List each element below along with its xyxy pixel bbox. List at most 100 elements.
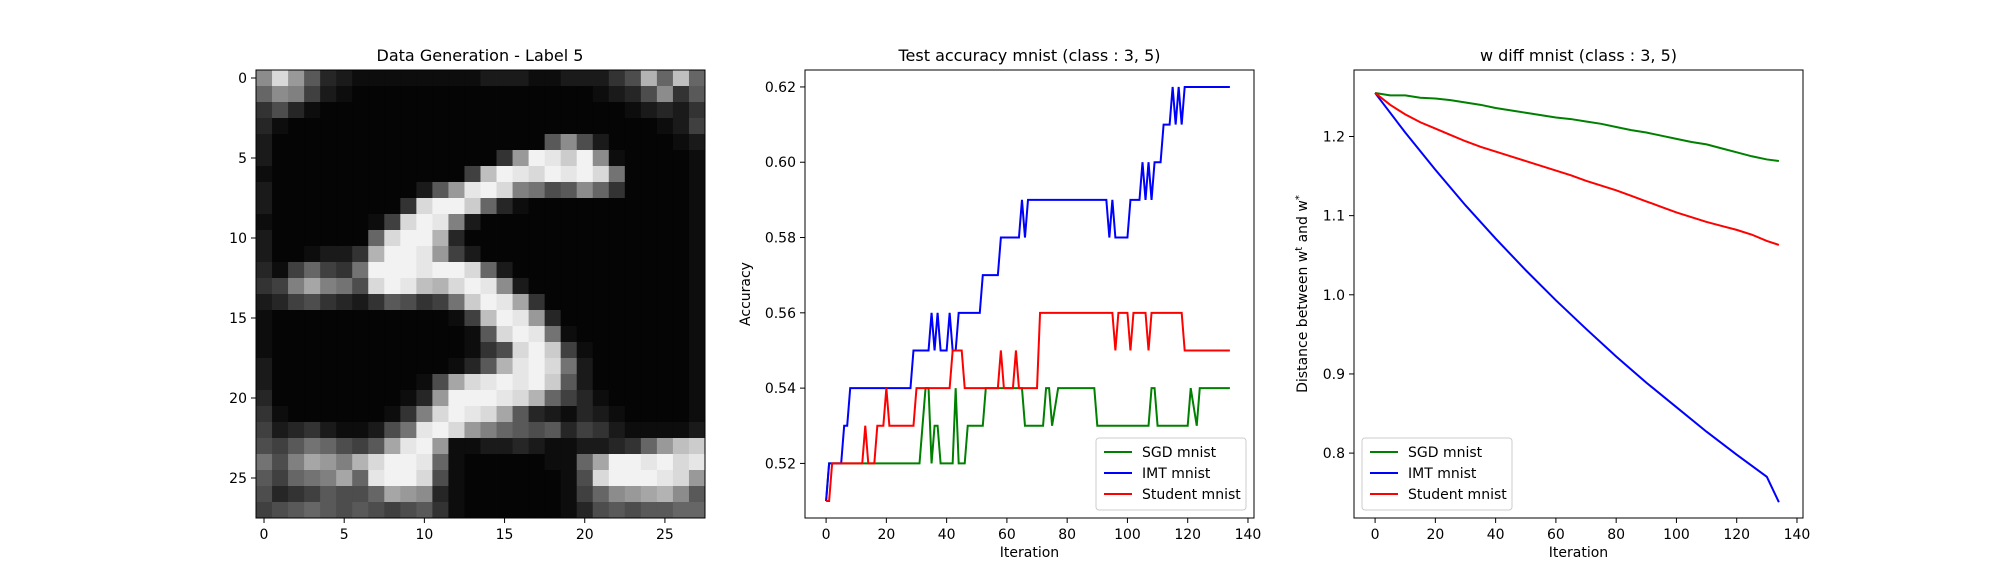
heatmap-cell bbox=[384, 134, 401, 151]
heatmap-cell bbox=[640, 278, 658, 295]
heatmap-cell bbox=[400, 374, 417, 391]
heatmap-cell bbox=[288, 502, 305, 519]
heatmap-cell bbox=[288, 342, 305, 359]
heatmap-cell bbox=[624, 390, 642, 407]
heatmap-cell bbox=[256, 342, 273, 359]
heatmap-cell bbox=[288, 70, 305, 87]
heatmap-cell bbox=[560, 310, 578, 327]
heatmap-cell bbox=[576, 358, 594, 375]
heatmap-cell bbox=[400, 454, 417, 471]
heatmap-cell bbox=[368, 406, 385, 423]
heatmap-cell bbox=[304, 390, 321, 407]
heatmap-cell bbox=[640, 422, 658, 439]
heatmap-cell bbox=[640, 502, 658, 519]
heatmap-cell bbox=[384, 310, 401, 327]
heatmap-cell bbox=[320, 86, 337, 103]
heatmap-cell bbox=[656, 230, 674, 247]
heatmap-cell bbox=[464, 246, 481, 263]
heatmap-cell bbox=[416, 470, 433, 487]
heatmap-cell bbox=[288, 422, 305, 439]
heatmap-cell bbox=[608, 422, 626, 439]
heatmap-cell bbox=[448, 246, 465, 263]
heatmap-cell bbox=[688, 118, 706, 135]
heatmap-cell bbox=[608, 390, 626, 407]
heatmap-cell bbox=[480, 486, 497, 503]
heatmap-cell bbox=[272, 422, 289, 439]
heatmap-cell bbox=[672, 150, 690, 167]
heatmap-cell bbox=[432, 374, 449, 391]
heatmap-cell bbox=[336, 390, 353, 407]
heatmap-cell bbox=[256, 310, 273, 327]
heatmap-cell bbox=[560, 438, 578, 455]
heatmap-cell bbox=[544, 166, 562, 183]
heatmap-cell bbox=[432, 166, 449, 183]
heatmap-cell bbox=[416, 454, 433, 471]
heatmap-cell bbox=[368, 470, 385, 487]
heatmap-cell bbox=[384, 214, 401, 231]
heatmap-cell bbox=[256, 502, 273, 519]
heatmap-cell bbox=[432, 134, 449, 151]
heatmap-cell bbox=[400, 86, 417, 103]
heatmap-cell bbox=[544, 390, 562, 407]
heatmap-cell bbox=[592, 166, 610, 183]
heatmap-cell bbox=[672, 166, 690, 183]
heatmap-cell bbox=[448, 230, 465, 247]
heatmap-cell bbox=[624, 502, 642, 519]
y-tick-label: 1.1 bbox=[1323, 209, 1345, 225]
heatmap-cell bbox=[656, 214, 674, 231]
heatmap-cell bbox=[512, 342, 530, 359]
heatmap-cell bbox=[464, 182, 481, 199]
heatmap-cell bbox=[368, 486, 385, 503]
heatmap-cell bbox=[592, 102, 610, 119]
heatmap-cell bbox=[528, 278, 546, 295]
heatmap-cell bbox=[576, 486, 594, 503]
image-x-ticks: 0 5 10 15 20 25 bbox=[260, 518, 674, 543]
x-tick-label: 140 bbox=[1784, 527, 1811, 543]
heatmap-cell bbox=[304, 294, 321, 311]
heatmap-cell bbox=[496, 470, 513, 487]
heatmap-cell bbox=[528, 486, 546, 503]
heatmap-cell bbox=[528, 470, 546, 487]
heatmap-cell bbox=[368, 150, 385, 167]
heatmap-cell bbox=[416, 502, 433, 519]
heatmap-cell bbox=[256, 454, 273, 471]
heatmap-cell bbox=[336, 486, 353, 503]
heatmap-cell bbox=[544, 214, 562, 231]
heatmap-cell bbox=[544, 246, 562, 263]
heatmap-cell bbox=[320, 166, 337, 183]
heatmap-cell bbox=[256, 294, 273, 311]
heatmap-cell bbox=[304, 486, 321, 503]
heatmap-cell bbox=[288, 278, 305, 295]
heatmap-cell bbox=[512, 230, 530, 247]
series-line bbox=[1374, 92, 1780, 503]
heatmap-cell bbox=[448, 406, 465, 423]
heatmap-cell bbox=[320, 342, 337, 359]
heatmap-cell bbox=[560, 342, 578, 359]
heatmap-cell bbox=[512, 134, 530, 151]
heatmap-cell bbox=[304, 198, 321, 215]
accuracy-ylabel: Accuracy bbox=[738, 262, 754, 326]
heatmap-cell bbox=[528, 390, 546, 407]
heatmap-cell bbox=[384, 198, 401, 215]
heatmap-cell bbox=[480, 326, 497, 343]
heatmap-cell bbox=[352, 294, 369, 311]
heatmap-cell bbox=[640, 134, 658, 151]
heatmap-cell bbox=[400, 438, 417, 455]
heatmap-cell bbox=[416, 246, 433, 263]
heatmap-cell bbox=[256, 230, 273, 247]
heatmap-cell bbox=[608, 166, 626, 183]
heatmap-cell bbox=[656, 150, 674, 167]
heatmap-cell bbox=[608, 150, 626, 167]
accuracy-legend: SGD mnist IMT mnist Student mnist bbox=[1095, 437, 1247, 511]
heatmap-cell bbox=[368, 166, 385, 183]
heatmap-cell bbox=[560, 294, 578, 311]
heatmap-cell bbox=[352, 454, 369, 471]
heatmap-cell bbox=[640, 246, 658, 263]
heatmap-cell bbox=[656, 438, 674, 455]
heatmap-cell bbox=[368, 502, 385, 519]
x-tick-label: 140 bbox=[1235, 527, 1262, 543]
heatmap-cell bbox=[464, 486, 481, 503]
heatmap-cell bbox=[288, 102, 305, 119]
heatmap-cell bbox=[448, 374, 465, 391]
heatmap-cell bbox=[672, 230, 690, 247]
